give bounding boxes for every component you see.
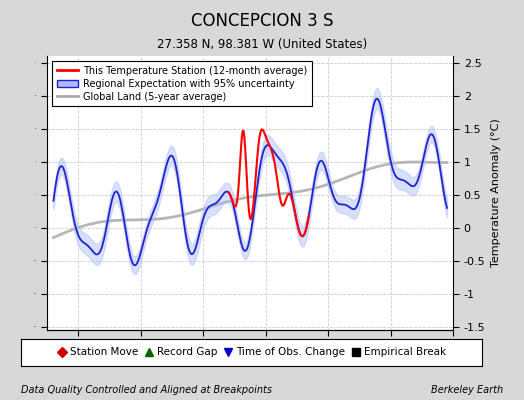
Text: Berkeley Earth: Berkeley Earth <box>431 385 503 395</box>
Y-axis label: Temperature Anomaly (°C): Temperature Anomaly (°C) <box>491 119 501 267</box>
Text: Data Quality Controlled and Aligned at Breakpoints: Data Quality Controlled and Aligned at B… <box>21 385 272 395</box>
Legend: Station Move, Record Gap, Time of Obs. Change, Empirical Break: Station Move, Record Gap, Time of Obs. C… <box>54 345 449 360</box>
Legend: This Temperature Station (12-month average), Regional Expectation with 95% uncer: This Temperature Station (12-month avera… <box>52 61 312 106</box>
Text: 27.358 N, 98.381 W (United States): 27.358 N, 98.381 W (United States) <box>157 38 367 51</box>
Text: CONCEPCION 3 S: CONCEPCION 3 S <box>191 12 333 30</box>
